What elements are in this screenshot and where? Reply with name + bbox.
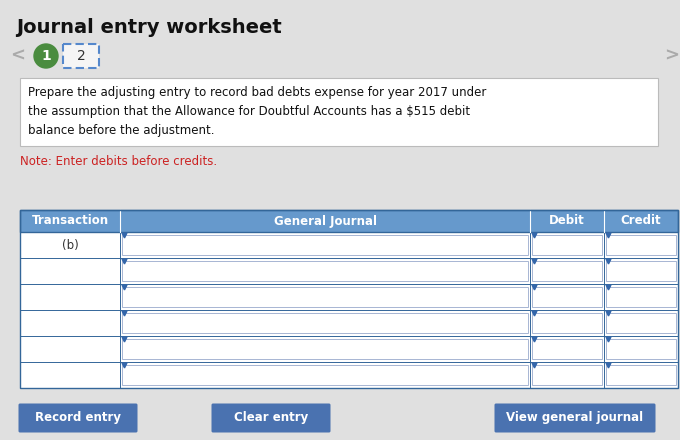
Bar [122, 287, 528, 307]
Bar [20, 336, 678, 362]
Text: (b): (b) [62, 238, 78, 252]
Bar [122, 261, 528, 281]
Text: 1: 1 [41, 49, 51, 63]
Bar [532, 339, 602, 359]
Bar [122, 365, 528, 385]
Bar [606, 313, 676, 333]
Bar [20, 232, 678, 258]
Bar [606, 365, 676, 385]
Text: Credit: Credit [621, 214, 662, 227]
Text: General Journal: General Journal [273, 214, 377, 227]
Bar [606, 235, 676, 255]
Text: >: > [664, 47, 679, 65]
Text: Record entry: Record entry [35, 411, 121, 425]
Bar [532, 287, 602, 307]
Bar [20, 362, 678, 388]
FancyBboxPatch shape [211, 403, 330, 433]
Text: 2: 2 [77, 49, 86, 63]
Bar [122, 339, 528, 359]
Bar [606, 261, 676, 281]
Bar [20, 258, 678, 284]
FancyBboxPatch shape [63, 44, 99, 68]
Text: Prepare the adjusting entry to record bad debts expense for year 2017 under
the : Prepare the adjusting entry to record ba… [28, 86, 486, 137]
Bar [20, 78, 658, 146]
Bar [20, 210, 678, 388]
Bar [20, 310, 678, 336]
Bar [20, 284, 678, 310]
Text: View general journal: View general journal [507, 411, 643, 425]
Bar [532, 235, 602, 255]
Bar [122, 235, 528, 255]
Bar [20, 210, 678, 232]
Text: Clear entry: Clear entry [234, 411, 308, 425]
Circle shape [34, 44, 58, 68]
Text: <: < [10, 47, 25, 65]
Text: Transaction: Transaction [31, 214, 109, 227]
FancyBboxPatch shape [18, 403, 137, 433]
Bar [532, 261, 602, 281]
Bar [532, 313, 602, 333]
Bar [606, 287, 676, 307]
Text: Debit: Debit [549, 214, 585, 227]
FancyBboxPatch shape [494, 403, 656, 433]
Bar [606, 339, 676, 359]
Bar [122, 313, 528, 333]
Text: Journal entry worksheet: Journal entry worksheet [16, 18, 282, 37]
Text: Note: Enter debits before credits.: Note: Enter debits before credits. [20, 155, 217, 168]
Bar [532, 365, 602, 385]
